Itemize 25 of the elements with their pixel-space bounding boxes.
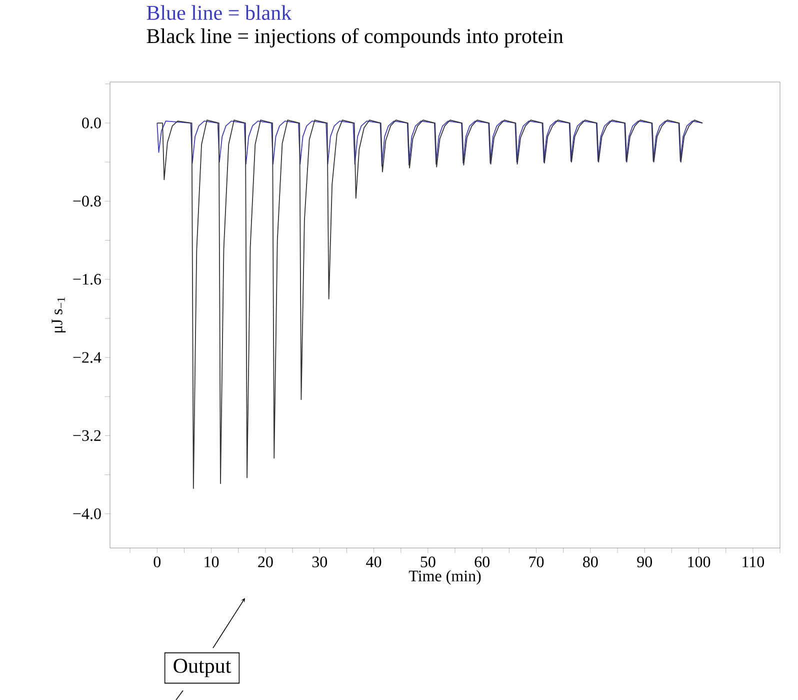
y-tick-label: −1.6: [73, 274, 102, 285]
x-tick-label: 20: [258, 556, 273, 568]
chart-title: Blue line = blank: [146, 4, 292, 20]
x-tick-label: 70: [529, 556, 544, 568]
x-tick-label: 40: [366, 556, 382, 568]
y-tick-label: −0.8: [73, 196, 101, 206]
x-tick-label: 110: [742, 556, 764, 568]
x-tick-label: 80: [583, 556, 598, 568]
x-tick-label: 30: [312, 556, 328, 568]
line-series: [156, 120, 703, 166]
y-tick-label: −3.2: [73, 430, 101, 441]
chart-subtitle: Black line = injections of compounds into protein: [146, 28, 564, 48]
text: Output: [174, 658, 232, 677]
y-tick-label: −4.0: [73, 508, 101, 520]
line-series: [156, 119, 703, 489]
y-axis-title: μJ s$_{−1}$: [52, 297, 66, 332]
x-tick-label: 100: [688, 556, 710, 568]
x-axis-title: Time (min): [408, 570, 481, 584]
x-tick-label: 90: [637, 556, 652, 568]
x-tick-label: 10: [204, 556, 219, 568]
x-tick-label: 0: [154, 556, 161, 568]
x-tick-label: 60: [474, 556, 490, 568]
x-tick-label: 50: [420, 556, 436, 568]
y-tick-label: 0.0: [82, 117, 101, 128]
y-tick-label: −2.4: [73, 352, 102, 363]
